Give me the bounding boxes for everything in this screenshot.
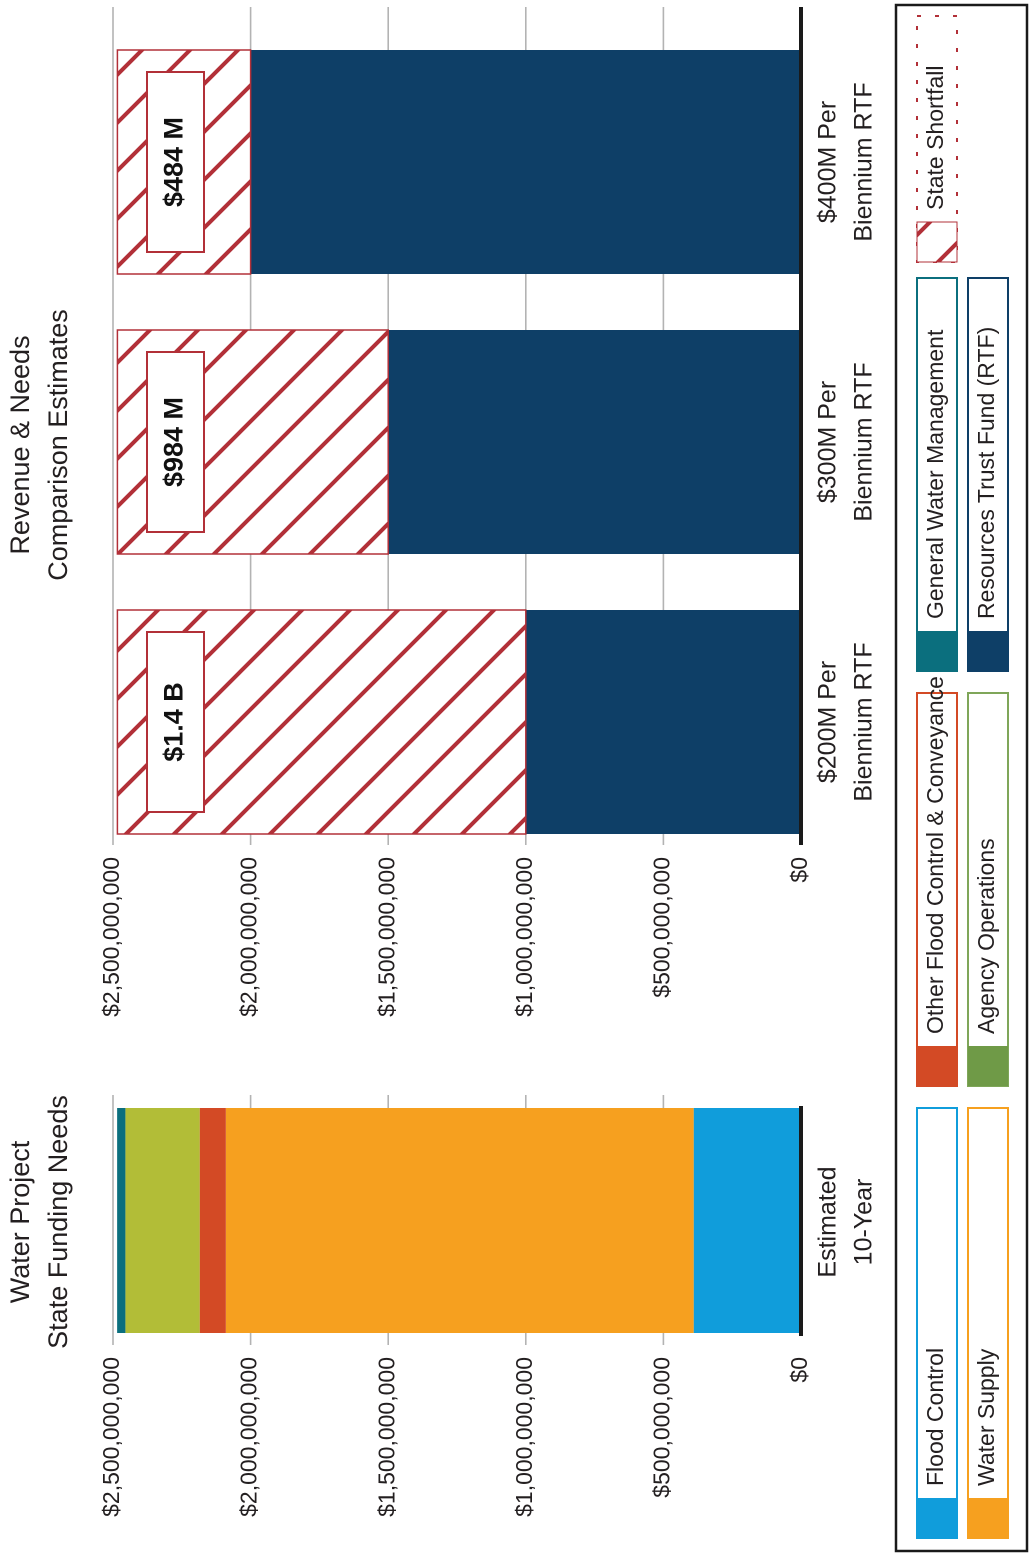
shortfall-value-label: $1.4 B	[159, 682, 189, 762]
legend-swatch-other_flood	[917, 1046, 957, 1086]
needs-tick-label: $0	[786, 1357, 812, 1383]
comparison-category-label: Biennium RTF	[850, 362, 878, 521]
rtf-bar	[388, 330, 801, 554]
comparison-chart-title: Comparison Estimates	[43, 309, 73, 581]
shortfall-value-label: $984 M	[159, 397, 189, 487]
legend-item-rtf	[967, 277, 1009, 672]
rtf-bar	[525, 610, 801, 834]
legend-item-water_supply	[967, 1107, 1009, 1539]
legend-item-other_flood	[916, 692, 958, 1087]
legend-swatch-water_supply	[968, 1498, 1008, 1538]
needs-category-label: Estimated	[814, 1166, 842, 1277]
legend-swatch-rtf	[968, 631, 1008, 671]
needs-tick-label: $2,000,000,000	[236, 1357, 262, 1517]
comparison-chart-title: Revenue & Needs	[5, 335, 35, 554]
comparison-tick-label: $2,000,000,000	[236, 857, 262, 1017]
needs-tick-label: $1,500,000,000	[373, 1357, 399, 1517]
shortfall-label-box	[146, 351, 205, 533]
comparison-tick-label: $1,000,000,000	[511, 857, 537, 1017]
needs-tick-label: $2,500,000,000	[98, 1357, 124, 1517]
legend-label-shortfall: State Shortfall	[922, 66, 948, 210]
needs-bar-segment-other_flood	[199, 1108, 226, 1333]
shortfall-label-box	[146, 631, 205, 813]
legend-swatch-shortfall	[916, 221, 958, 263]
legend-label-rtf: Resources Trust Fund (RTF)	[973, 327, 999, 619]
comparison-tick-label: $2,500,000,000	[98, 857, 124, 1017]
needs-bar-segment-water_supply	[225, 1108, 694, 1333]
legend-label-flood_control: Flood Control	[922, 1348, 948, 1486]
needs-bar-segment-general_water	[117, 1108, 126, 1333]
legend-swatch-general_water	[917, 631, 957, 671]
comparison-tick-label: $500,000,000	[648, 857, 674, 998]
comparison-category-label: $200M Per	[814, 661, 842, 783]
comparison-category-label: Biennium RTF	[850, 642, 878, 801]
comparison-category-label: $400M Per	[814, 101, 842, 223]
needs-tick-label: $1,000,000,000	[511, 1357, 537, 1517]
needs-chart-title: State Funding Needs	[43, 1095, 73, 1349]
needs-chart-title: Water Project	[5, 1140, 35, 1303]
legend-label-other_flood: Other Flood Control & Conveyance	[922, 676, 948, 1034]
comparison-category-label: $300M Per	[814, 381, 842, 503]
legend-label-water_supply: Water Supply	[973, 1348, 999, 1486]
shortfall-value-label: $484 M	[159, 117, 189, 207]
comparison-tick-label: $0	[786, 857, 812, 883]
legend-label-agency_operations: Agency Operations	[973, 838, 999, 1034]
needs-category-label: 10-Year	[850, 1179, 878, 1266]
shortfall-label-box	[146, 71, 205, 253]
needs-bar-segment-agency_operations	[125, 1108, 200, 1333]
comparison-tick-label: $1,500,000,000	[373, 857, 399, 1017]
rtf-bar	[250, 50, 802, 274]
legend-swatch-agency_operations	[968, 1046, 1008, 1086]
legend-item-general_water	[916, 277, 958, 672]
needs-tick-label: $500,000,000	[648, 1357, 674, 1498]
legend-label-general_water: General Water Management	[922, 329, 948, 619]
legend-swatch-flood_control	[917, 1498, 957, 1538]
comparison-category-label: Biennium RTF	[850, 82, 878, 241]
needs-bar-segment-flood_control	[693, 1108, 801, 1333]
